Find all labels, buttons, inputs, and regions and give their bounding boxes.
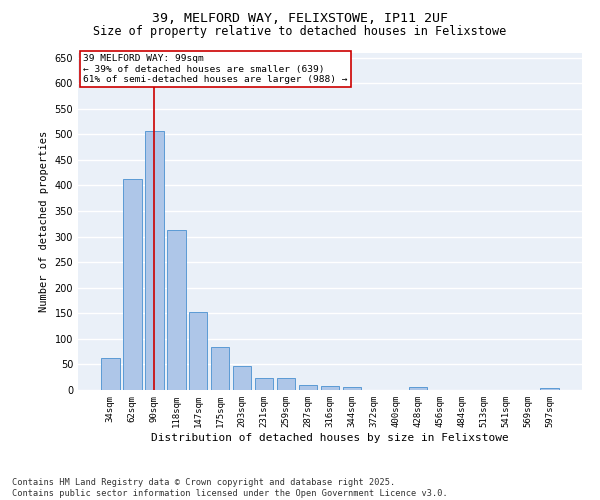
Bar <box>189 312 208 390</box>
Text: Contains HM Land Registry data © Crown copyright and database right 2025.
Contai: Contains HM Land Registry data © Crown c… <box>12 478 448 498</box>
Bar <box>211 346 229 390</box>
X-axis label: Distribution of detached houses by size in Felixstowe: Distribution of detached houses by size … <box>151 432 509 442</box>
Bar <box>145 130 164 390</box>
Text: 39 MELFORD WAY: 99sqm
← 39% of detached houses are smaller (639)
61% of semi-det: 39 MELFORD WAY: 99sqm ← 39% of detached … <box>83 54 347 84</box>
Bar <box>409 388 427 390</box>
Bar <box>343 387 361 390</box>
Y-axis label: Number of detached properties: Number of detached properties <box>39 130 49 312</box>
Bar <box>101 358 119 390</box>
Bar <box>320 386 340 390</box>
Bar <box>255 378 274 390</box>
Text: 39, MELFORD WAY, FELIXSTOWE, IP11 2UF: 39, MELFORD WAY, FELIXSTOWE, IP11 2UF <box>152 12 448 26</box>
Bar <box>123 180 142 390</box>
Bar <box>167 230 185 390</box>
Bar <box>299 385 317 390</box>
Text: Size of property relative to detached houses in Felixstowe: Size of property relative to detached ho… <box>94 25 506 38</box>
Bar <box>277 378 295 390</box>
Bar <box>541 388 559 390</box>
Bar <box>233 366 251 390</box>
